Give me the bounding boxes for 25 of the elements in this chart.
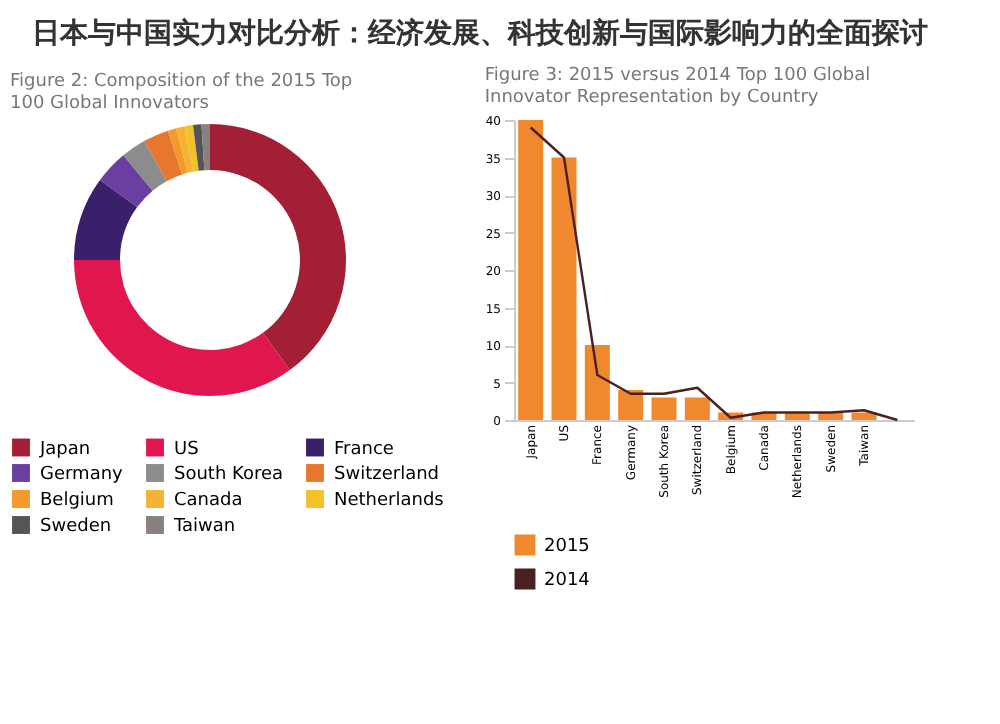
bar (651, 397, 677, 420)
chart-title: Figure 2: Composition of the 2015 Top 100 Global Innovators (10, 72, 353, 114)
bar (551, 157, 577, 420)
bar (618, 390, 644, 420)
donut-slice (144, 130, 183, 182)
donut-slice (74, 180, 138, 260)
legend-label: 2015 (544, 537, 590, 557)
donut-slice (123, 140, 167, 191)
chart-title: Figure 3: 2015 versus 2014 Top 100 Global Innovator Representation by Country (484, 66, 871, 108)
legend-label: 2014 (544, 571, 591, 591)
bar (584, 345, 610, 420)
legend-label: Sweden (40, 517, 112, 537)
legend-label: Netherlands (334, 491, 445, 511)
legend-label: Belgium (40, 491, 114, 511)
line-series (529, 126, 899, 422)
donut-slice (99, 155, 153, 208)
donut-slice (192, 124, 205, 171)
donut-slice (167, 128, 188, 175)
bar (684, 397, 710, 420)
text: 日本与中国实力对比分析：经济发展、科技创新与国际影响力的全面探讨 (32, 16, 928, 50)
donut-slice (74, 260, 290, 396)
legend-label: Taiwan (172, 517, 236, 537)
donut-slice (201, 124, 210, 171)
donut-slice (210, 124, 346, 371)
legend-label: Canada (174, 491, 243, 511)
